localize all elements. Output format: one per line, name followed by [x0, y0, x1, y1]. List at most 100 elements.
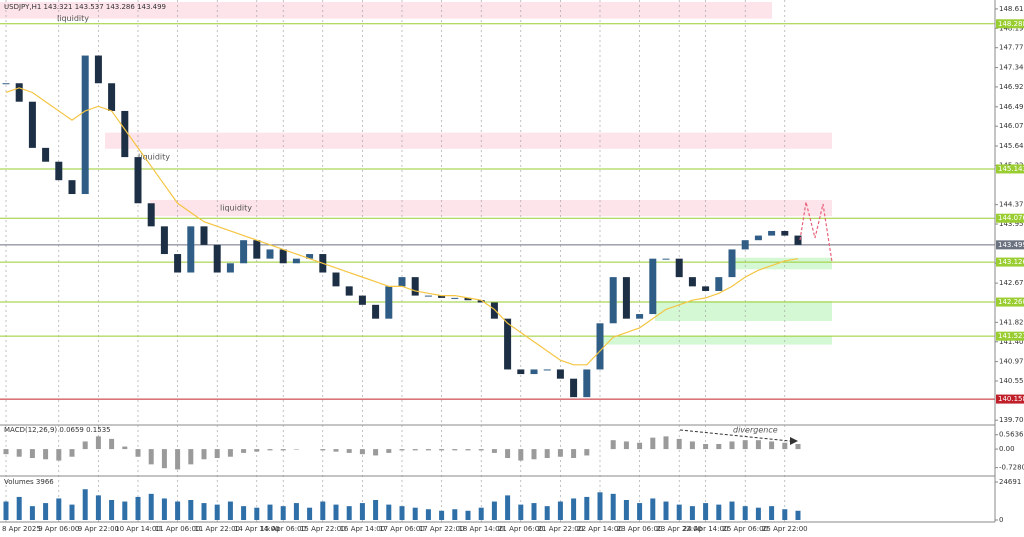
bar	[161, 449, 167, 469]
candle	[490, 302, 498, 319]
bar	[346, 449, 352, 453]
candle	[332, 272, 340, 287]
bar	[531, 503, 537, 520]
annotation: liquidity	[220, 203, 252, 212]
bar	[412, 507, 418, 520]
macd-title: MACD(12,26,9) 0.0659 0.1535	[4, 426, 111, 434]
bar	[689, 506, 695, 520]
bar	[557, 449, 563, 457]
x-tick-label: 25 Apr 22:00	[762, 525, 808, 533]
candle	[2, 83, 10, 85]
x-tick-label: 15 Apr 06:00	[260, 525, 306, 533]
candle	[42, 147, 50, 162]
candle	[15, 83, 23, 102]
bar	[201, 503, 207, 520]
candle	[517, 369, 525, 375]
bar	[782, 509, 788, 520]
level-label: 148.288	[998, 20, 1024, 28]
zone	[655, 301, 832, 321]
bar	[399, 449, 405, 451]
x-tick-label: 10 Apr 14:00	[115, 525, 161, 533]
bar	[637, 503, 643, 520]
y-tick-label: 141.820	[999, 318, 1024, 326]
bar	[584, 496, 590, 520]
bar	[373, 449, 379, 456]
candle	[292, 258, 300, 264]
bar	[729, 441, 735, 450]
bar	[82, 441, 88, 450]
bar	[109, 500, 115, 520]
candle	[213, 244, 221, 273]
candle	[358, 295, 366, 305]
bar	[175, 501, 181, 520]
bar	[95, 495, 101, 520]
bar	[623, 500, 629, 520]
y-tick-label: 140.550	[999, 377, 1024, 385]
level-label: 143.126	[998, 258, 1024, 266]
bar	[676, 438, 682, 450]
bar	[544, 449, 550, 458]
volume-title: Volumes 3966	[4, 478, 54, 486]
bar	[465, 510, 471, 520]
candle	[345, 286, 353, 296]
x-tick-label: 25 Apr 06:00	[722, 525, 768, 533]
zone	[600, 335, 832, 345]
candle	[385, 286, 393, 319]
bar	[293, 503, 299, 520]
y-tick-label: 144.370	[999, 201, 1024, 209]
bar	[359, 503, 365, 520]
bar	[386, 504, 392, 520]
bar	[491, 501, 497, 520]
candle	[372, 304, 380, 319]
bar	[663, 436, 669, 450]
x-tick-label: 8 Apr 2025	[2, 525, 41, 533]
y-tick-label: 140.970	[999, 358, 1024, 366]
x-tick-label: 24 Apr 14:00	[683, 525, 729, 533]
level-label: 141.521	[998, 332, 1024, 340]
candle	[424, 295, 432, 297]
level-label-box	[996, 240, 1024, 250]
bar	[43, 503, 49, 520]
zone	[105, 132, 832, 149]
bar	[29, 449, 35, 458]
bar	[43, 449, 49, 460]
candle	[174, 254, 182, 273]
bar	[623, 441, 629, 450]
candle	[702, 286, 710, 291]
y-tick-label: -0.7280	[999, 464, 1024, 472]
bar	[241, 449, 247, 453]
bar	[716, 504, 722, 520]
projection	[799, 201, 833, 263]
annotation: liquidity	[138, 153, 170, 162]
bar	[637, 442, 643, 450]
candle	[649, 258, 657, 315]
bar	[307, 507, 313, 520]
bar	[663, 501, 669, 520]
x-tick-label: 18 Apr 14:00	[458, 525, 504, 533]
bar	[267, 449, 273, 451]
bar	[267, 504, 273, 520]
bar	[505, 495, 511, 520]
bar	[531, 449, 537, 460]
y-tick-label: 0	[999, 516, 1003, 524]
y-tick-label: 142.670	[999, 279, 1024, 287]
bar	[689, 441, 695, 450]
level-label: 143.499	[998, 241, 1024, 249]
bar	[16, 496, 22, 520]
candle	[411, 277, 419, 296]
x-tick-label: 23 Apr 06:00	[617, 525, 663, 533]
bar	[135, 449, 141, 457]
bar	[650, 498, 656, 520]
level-label: 142.260	[998, 298, 1024, 306]
x-tick-label: 16 Apr 14:00	[340, 525, 386, 533]
bar	[610, 493, 616, 520]
zone	[150, 200, 832, 217]
candle	[636, 314, 644, 319]
bar	[148, 493, 154, 520]
level-label-box	[996, 257, 1024, 267]
candle	[200, 226, 208, 245]
candle	[768, 230, 776, 236]
zone	[735, 257, 832, 270]
bar	[293, 449, 299, 450]
